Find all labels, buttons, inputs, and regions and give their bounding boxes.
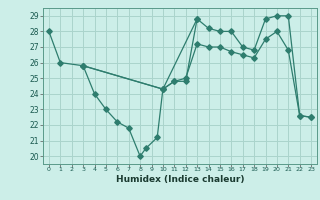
- X-axis label: Humidex (Indice chaleur): Humidex (Indice chaleur): [116, 175, 244, 184]
